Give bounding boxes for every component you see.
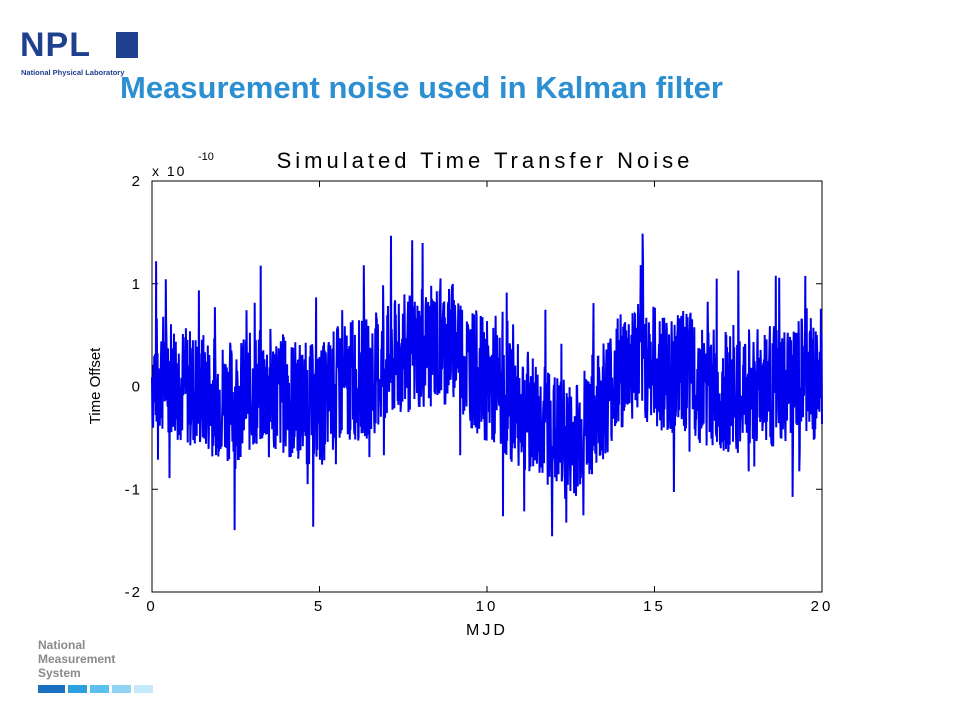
x-axis-label: MJD: [466, 622, 508, 639]
y-tick-label: -2: [125, 584, 142, 601]
x-tick-label: 0: [146, 598, 157, 615]
y-axis-label: Time Offset: [87, 347, 104, 425]
series-line-noise: [151, 233, 823, 537]
nms-bar-segment: [111, 685, 131, 693]
y-exponent-label: -10: [198, 151, 214, 163]
x-tick-label: 5: [314, 598, 325, 615]
nms-color-bar: [38, 685, 154, 693]
nms-bar-segment: [89, 685, 109, 693]
y-tick-label: 1: [132, 276, 142, 293]
nms-line-3: System: [38, 666, 81, 680]
nms-line-1: National: [38, 638, 86, 652]
nms-bar-segment: [133, 685, 154, 693]
nms-footer-logo: National Measurement System: [38, 638, 158, 698]
x-tick-label: 15: [643, 598, 666, 615]
nms-line-2: Measurement: [38, 652, 116, 666]
nms-bar-segment: [38, 685, 65, 693]
npl-logo: NPL National Physical Laboratory: [20, 26, 140, 80]
nms-bar-segment: [67, 685, 87, 693]
npl-logo-letters: NPL: [20, 26, 91, 64]
y-tick-label: 0: [132, 379, 142, 396]
npl-crest-icon: [116, 32, 138, 58]
y-tick-label: 2: [132, 173, 142, 190]
npl-logo-subtitle: National Physical Laboratory: [21, 68, 125, 77]
y-multiplier-label: x 10: [152, 163, 186, 179]
slide-title: Measurement noise used in Kalman filter: [120, 70, 723, 105]
x-tick-label: 10: [476, 598, 499, 615]
chart-title: Simulated Time Transfer Noise: [277, 148, 694, 173]
y-tick-label: -1: [125, 481, 142, 498]
x-tick-label: 20: [811, 598, 834, 615]
